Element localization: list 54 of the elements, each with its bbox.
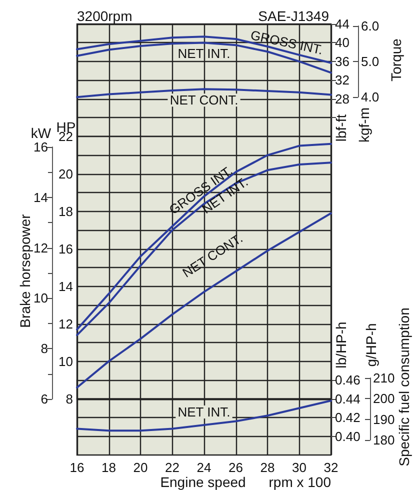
- x-tick-label: 18: [102, 460, 116, 475]
- y-tick-label: 0.46: [335, 372, 360, 388]
- x-tick-label: 22: [165, 460, 180, 475]
- y2-axis-title: kW: [30, 125, 52, 141]
- y2-tick-label: 4.0: [361, 90, 380, 104]
- series-label: NET CONT.: [170, 92, 238, 108]
- x-axis-title: Engine speed: [160, 474, 246, 490]
- y-tick-label: 16: [58, 241, 73, 256]
- y-tick-label: 0.40: [335, 428, 360, 444]
- y2-tick-label: 5.0: [361, 54, 380, 69]
- x-tick-label: 26: [228, 460, 243, 475]
- text: Brake horsepower: [17, 214, 33, 328]
- x-tick-label: 16: [70, 460, 84, 475]
- y-tick-label: 20: [58, 166, 73, 182]
- y-axis-title: lbf-ft: [333, 114, 349, 142]
- y2-tick-label: 200: [373, 391, 395, 406]
- y-tick-label: 0.44: [335, 391, 360, 406]
- series-label: NET INT.: [178, 46, 230, 62]
- y2-tick-label: 10: [34, 290, 48, 306]
- y2-tick-label: 210: [373, 370, 395, 386]
- text: Torque: [388, 38, 404, 82]
- y-tick-label: 36: [335, 54, 350, 69]
- y2-axis-title: kgf-m: [356, 108, 372, 142]
- y2-tick-label: 6.0: [361, 18, 380, 34]
- y2-tick-label: 8: [40, 341, 48, 356]
- y-tick-label: 10: [58, 354, 73, 369]
- x-tick-label: 24: [196, 460, 212, 475]
- y2-tick-label: 180: [373, 432, 395, 448]
- text: SAE-J1349: [258, 8, 330, 24]
- y-tick-label: 14: [58, 278, 73, 294]
- text: rpm x 100: [268, 474, 332, 490]
- series-label: NET INT.: [178, 404, 230, 420]
- text: Specific fuel consumption: [396, 308, 412, 466]
- y-tick-label: 0.42: [335, 410, 360, 426]
- x-tick-label: 30: [292, 460, 306, 475]
- y2-axis-title: g/HP-h: [363, 323, 379, 367]
- x-tick-label: 20: [133, 460, 148, 475]
- x-tick-label: 32: [324, 460, 338, 475]
- y2-tick-label: 16: [34, 140, 48, 154]
- y2-tick-label: 6: [40, 392, 48, 406]
- text: GROSS INT.: [249, 27, 324, 58]
- x-tick-label: 28: [260, 460, 275, 475]
- y-axis-title: lb/HP-h: [333, 322, 349, 368]
- y-tick-label: 40: [335, 35, 350, 50]
- y-tick-label: 12: [58, 316, 73, 332]
- y-tick-label: 32: [335, 72, 350, 88]
- text: 3200rpm: [77, 8, 132, 24]
- y-tick-label: 18: [58, 204, 73, 219]
- y2-tick-label: 190: [373, 412, 395, 427]
- y-tick-label: 8: [66, 391, 73, 406]
- y-tick-label: 44: [335, 16, 350, 32]
- y-tick-label: 28: [335, 91, 350, 106]
- y2-tick-label: 12: [34, 240, 48, 256]
- y2-tick-label: 14: [34, 190, 48, 205]
